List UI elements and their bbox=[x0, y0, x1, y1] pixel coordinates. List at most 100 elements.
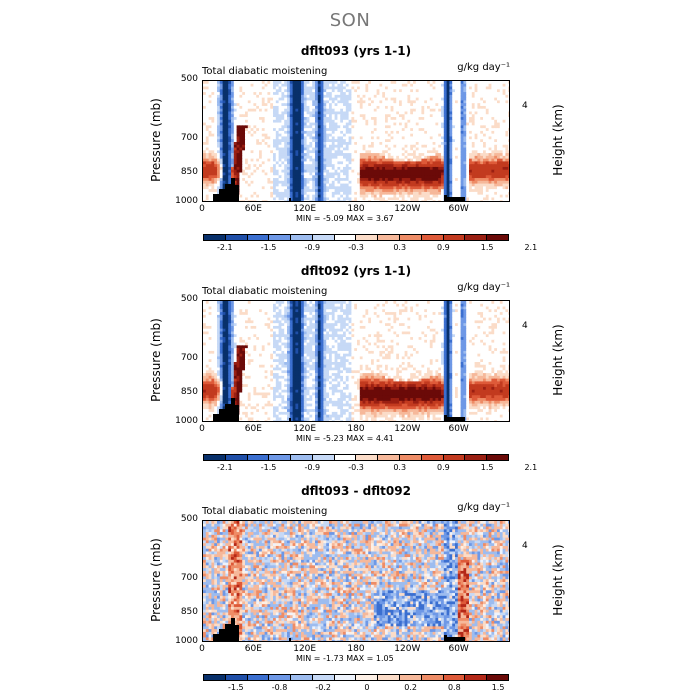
heatmap-cell bbox=[410, 81, 414, 85]
heatmap-cell bbox=[418, 175, 422, 179]
heatmap-cell bbox=[334, 180, 338, 185]
heatmap-cell bbox=[399, 142, 403, 146]
heatmap-cell bbox=[410, 92, 414, 96]
panel-left-label: Total diabatic moistening bbox=[202, 66, 328, 77]
heatmap-cell bbox=[323, 81, 327, 85]
heatmap-cell bbox=[275, 186, 280, 190]
heatmap-cell bbox=[359, 117, 364, 121]
heatmap-cell bbox=[466, 133, 470, 138]
heatmap-cell bbox=[418, 94, 422, 99]
heatmap-cell bbox=[205, 111, 210, 115]
heatmap-cell bbox=[429, 178, 434, 182]
heatmap-cell bbox=[326, 161, 330, 165]
heatmap-cell bbox=[345, 122, 350, 126]
heatmap-cell bbox=[306, 136, 310, 140]
heatmap-cell bbox=[301, 111, 305, 115]
heatmap-cell bbox=[376, 169, 380, 174]
heatmap-cell bbox=[345, 164, 350, 168]
heatmap-cell bbox=[469, 178, 473, 182]
heatmap-cell bbox=[292, 172, 296, 176]
heatmap-cell bbox=[441, 189, 445, 193]
heatmap-cell bbox=[211, 172, 215, 176]
heatmap-cell bbox=[488, 155, 492, 160]
heatmap-cell bbox=[303, 180, 308, 185]
heatmap-cell bbox=[214, 166, 218, 171]
colorbar-swatch bbox=[400, 235, 422, 240]
heatmap-cell bbox=[443, 89, 448, 93]
heatmap-cell bbox=[499, 175, 504, 179]
heatmap-cell bbox=[499, 183, 504, 187]
heatmap-cell bbox=[499, 169, 504, 174]
heatmap-cell bbox=[208, 97, 212, 102]
heatmap-cell bbox=[233, 175, 238, 179]
heatmap-cell bbox=[225, 178, 229, 182]
heatmap-cell bbox=[508, 166, 509, 171]
heatmap-cell bbox=[499, 200, 504, 201]
heatmap-cell bbox=[242, 178, 246, 182]
heatmap-cell bbox=[452, 155, 456, 160]
heatmap-cell bbox=[427, 119, 431, 124]
heatmap-cell bbox=[340, 191, 344, 196]
heatmap-cell bbox=[345, 155, 350, 160]
heatmap-cell bbox=[208, 166, 212, 171]
heatmap-cell bbox=[329, 153, 333, 157]
heatmap-cell bbox=[460, 117, 464, 121]
heatmap-cell bbox=[267, 164, 271, 168]
heatmap-cell bbox=[396, 153, 400, 157]
heatmap-cell bbox=[239, 97, 243, 102]
heatmap-cell bbox=[376, 81, 380, 85]
heatmap-cell bbox=[488, 125, 492, 129]
heatmap-cell bbox=[365, 86, 369, 90]
heatmap-cell bbox=[376, 155, 380, 160]
heatmap-cell bbox=[298, 89, 302, 93]
heatmap-cell bbox=[323, 122, 327, 126]
heatmap-cell bbox=[432, 189, 436, 193]
heatmap-cell bbox=[463, 133, 467, 138]
heatmap-cell bbox=[278, 147, 282, 151]
heatmap-cell bbox=[225, 180, 229, 185]
heatmap-cell bbox=[348, 128, 352, 132]
heatmap-cell bbox=[211, 108, 215, 113]
heatmap-cell bbox=[477, 194, 481, 199]
heatmap-cell bbox=[345, 128, 350, 132]
heatmap-cell bbox=[404, 100, 408, 104]
heatmap-cell bbox=[295, 133, 299, 138]
heatmap-cell bbox=[488, 136, 492, 140]
heatmap-cell bbox=[320, 186, 324, 190]
heatmap-cell bbox=[331, 83, 336, 88]
heatmap-cell bbox=[469, 161, 473, 165]
heatmap-cell bbox=[301, 150, 305, 154]
heatmap-cell bbox=[443, 172, 448, 176]
heatmap-cell bbox=[225, 105, 229, 110]
heatmap-cell bbox=[452, 103, 456, 107]
heatmap-cell bbox=[362, 158, 366, 163]
heatmap-cell bbox=[463, 180, 467, 185]
heatmap-cell bbox=[488, 169, 492, 174]
heatmap-cell bbox=[239, 128, 243, 132]
heatmap-cell bbox=[429, 125, 434, 129]
heatmap-cell bbox=[239, 164, 243, 168]
heatmap-cell bbox=[399, 83, 403, 88]
heatmap-cell bbox=[315, 125, 319, 129]
heatmap-cell bbox=[203, 117, 207, 121]
heatmap-cell bbox=[432, 144, 436, 149]
heatmap-cell bbox=[359, 139, 364, 143]
heatmap-cell bbox=[359, 92, 364, 96]
heatmap-cell bbox=[219, 108, 224, 113]
heatmap-cell bbox=[469, 119, 473, 124]
heatmap-cell bbox=[485, 200, 490, 201]
heatmap-cell bbox=[396, 136, 400, 140]
heatmap-cell bbox=[427, 139, 431, 143]
heatmap-cell bbox=[385, 100, 389, 104]
heatmap-cell bbox=[376, 153, 380, 157]
heatmap-cell bbox=[270, 86, 274, 90]
heatmap-cell bbox=[247, 111, 252, 115]
heatmap-cell bbox=[337, 92, 341, 96]
heatmap-cell bbox=[404, 136, 408, 140]
heatmap-cell bbox=[393, 103, 397, 107]
heatmap-cell bbox=[460, 89, 464, 93]
heatmap-cell bbox=[446, 186, 450, 190]
heatmap-cell bbox=[326, 139, 330, 143]
heatmap-cell bbox=[259, 301, 263, 305]
heatmap-cell bbox=[345, 142, 350, 146]
